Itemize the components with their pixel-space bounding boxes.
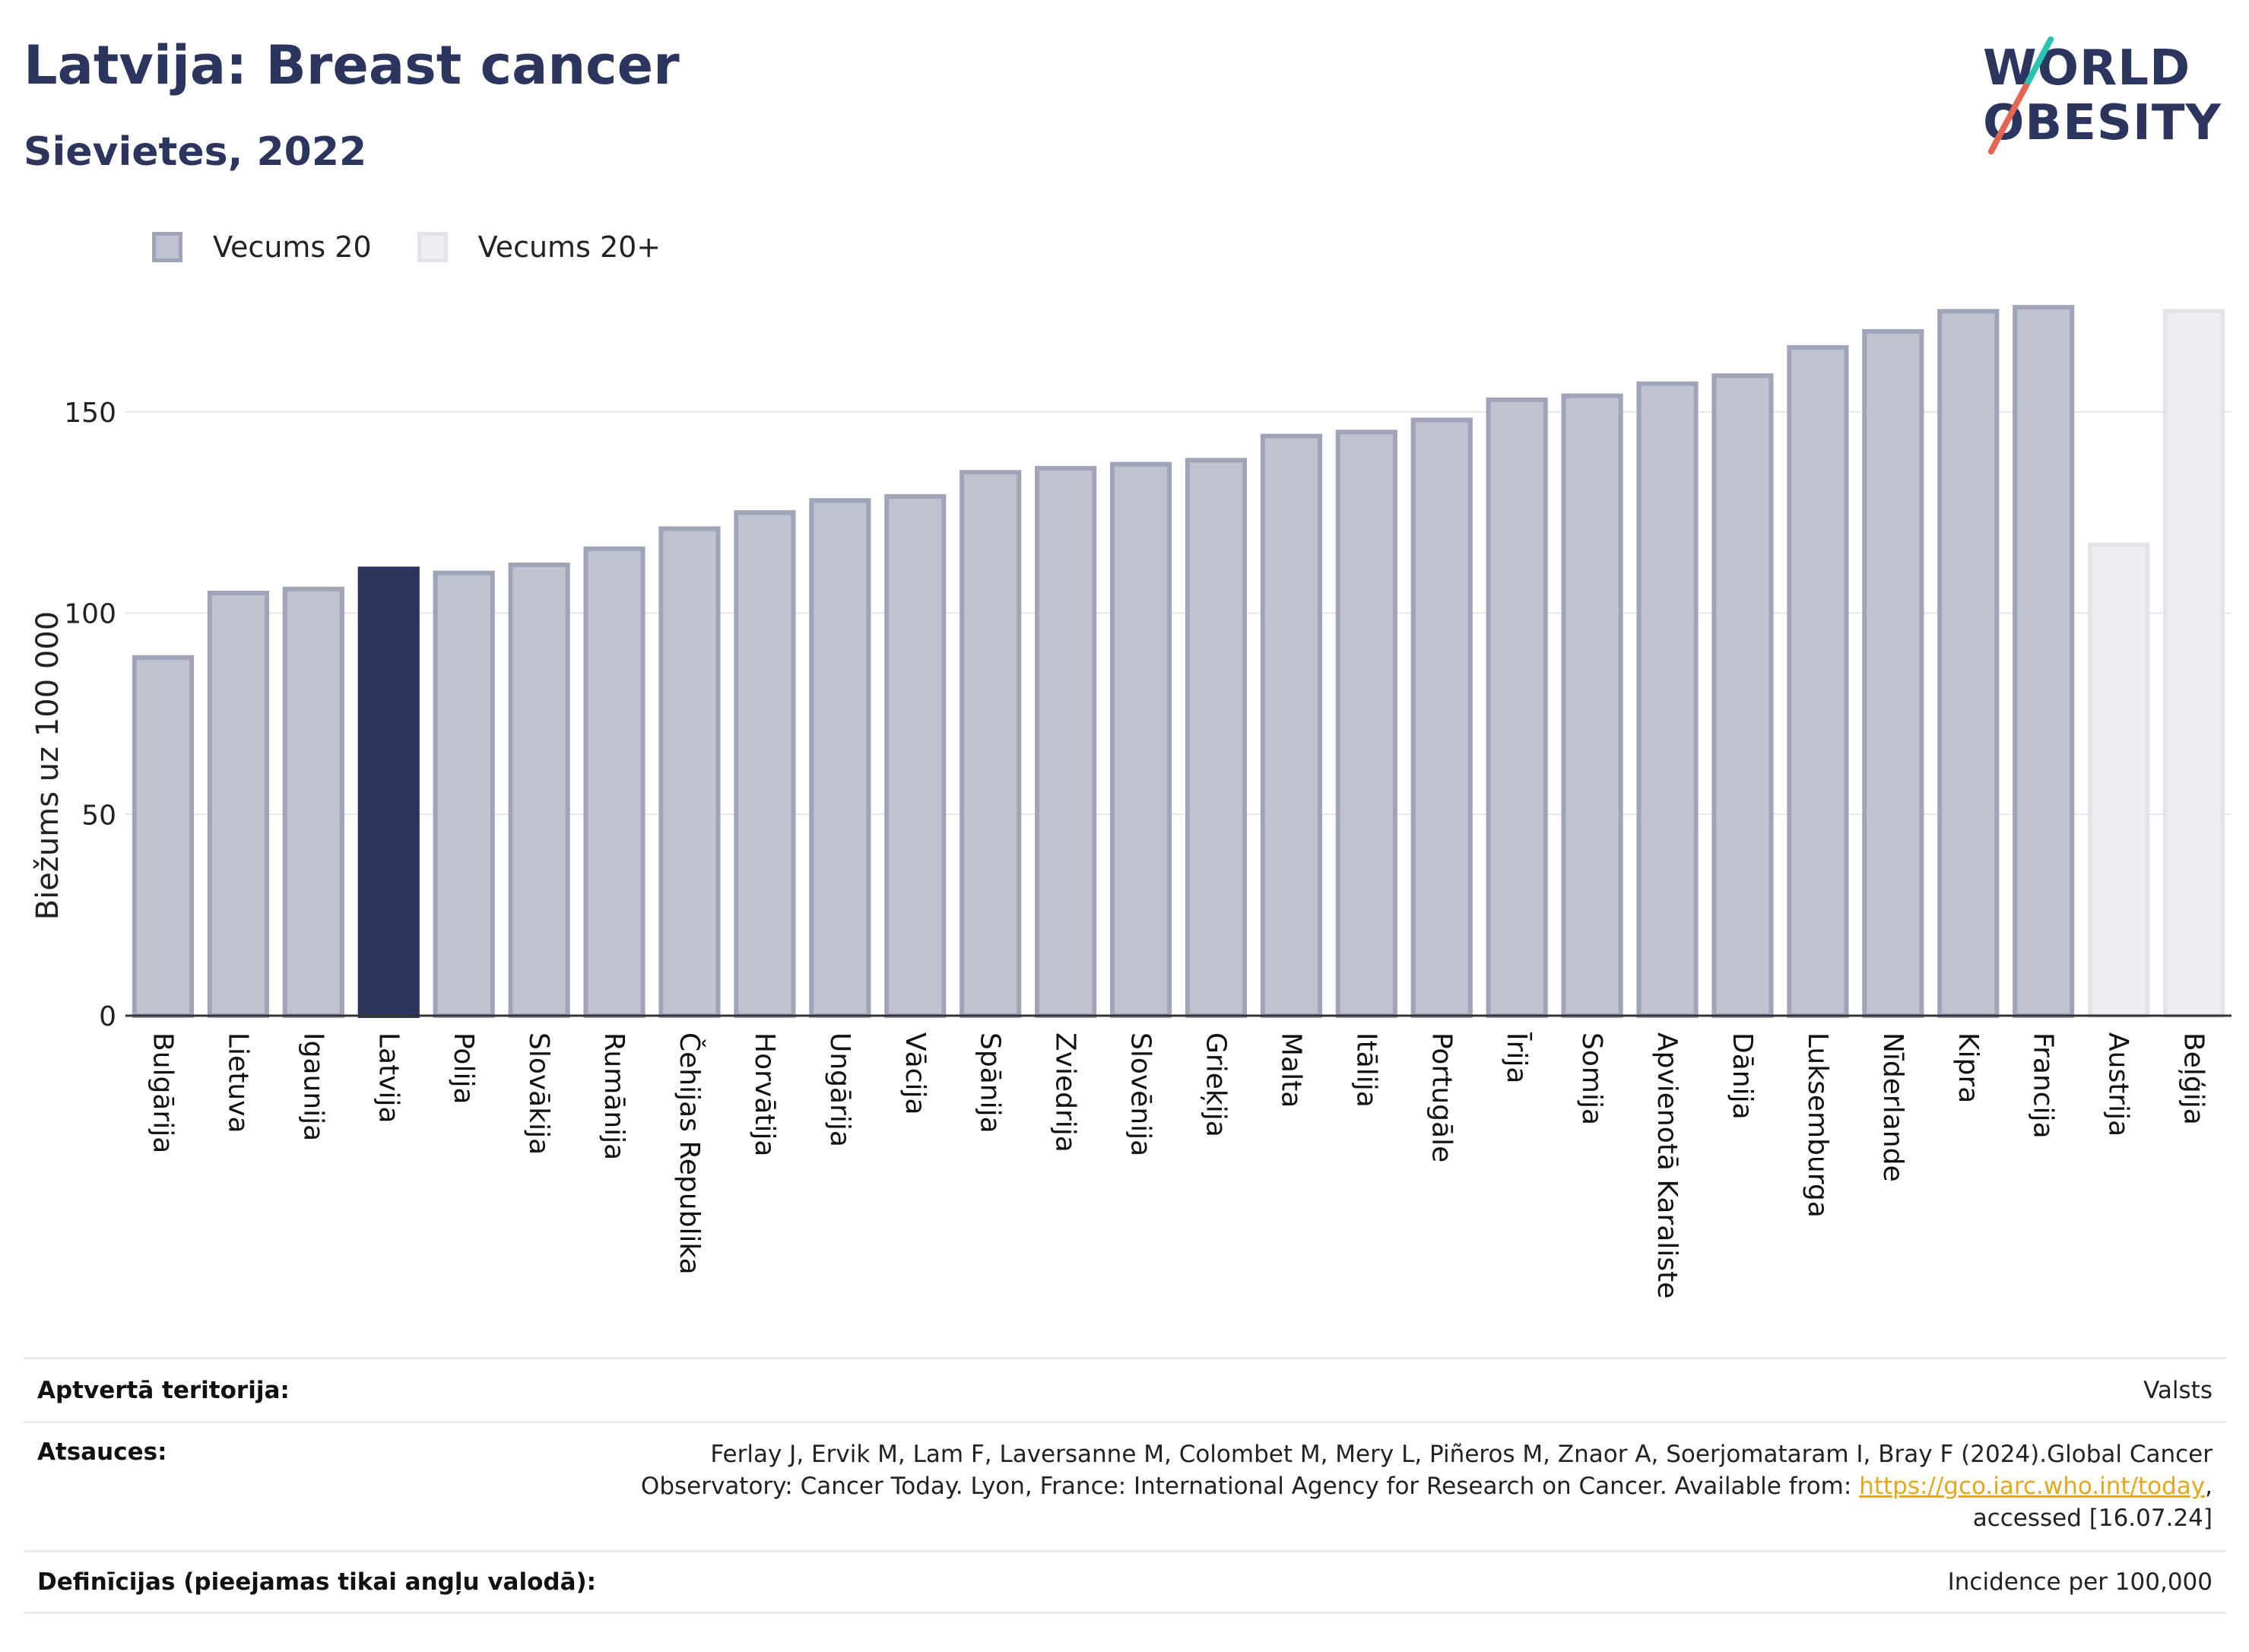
references-line-3: accessed [16.07.24] (1972, 1505, 2213, 1532)
x-tick-label: Apvienotā Karaliste (1651, 1032, 1683, 1298)
definitions-label: Definīcijas (pieejamas tikai angļu valod… (37, 1568, 597, 1596)
bar-portugāle[interactable] (1410, 417, 1473, 1018)
legend-item-age-20-plus[interactable]: Vecums 20+ (417, 230, 661, 264)
bar-īrija[interactable] (1486, 397, 1548, 1018)
bar-lietuva[interactable] (207, 591, 269, 1018)
bar-nīderlande[interactable] (1862, 328, 1924, 1019)
x-tick-label: Rumānija (598, 1032, 630, 1160)
bar-kipra[interactable] (1937, 309, 2000, 1018)
logo-word-obesity: OBESITY (1983, 95, 2222, 151)
legend-swatch-age-20-plus (417, 232, 448, 262)
bar-ungārija[interactable] (809, 498, 871, 1018)
y-tick-label: 100 (64, 599, 116, 630)
x-tick-label: Horvātija (749, 1032, 780, 1156)
y-tick-label: 50 (81, 800, 116, 831)
references-link[interactable]: https://gco.iarc.who.int/today (1859, 1473, 2206, 1500)
y-axis-label: Biežums uz 100 000 (30, 611, 65, 921)
bar-itālija[interactable] (1335, 430, 1397, 1018)
x-tick-label: Grieķija (1200, 1032, 1231, 1137)
x-tick-label: Francija (2028, 1032, 2059, 1139)
legend-item-age-20[interactable]: Vecums 20 (152, 230, 372, 264)
x-tick-label: Īrija (1501, 1032, 1532, 1083)
x-tick-label: Dānija (1727, 1032, 1758, 1120)
references-label: Atsauces: (37, 1438, 167, 1466)
x-tick-label: Bulgārija (147, 1032, 178, 1153)
bar-čehijas-republika[interactable] (658, 526, 721, 1018)
x-tick-label: Ungārija (824, 1032, 855, 1147)
x-tick-label: Somija (1576, 1032, 1607, 1125)
bar-beļģija[interactable] (2162, 309, 2225, 1018)
references-value: Ferlay J, Ervik M, Lam F, Laversanne M, … (641, 1438, 2226, 1534)
x-tick-label: Zviedrija (1050, 1032, 1081, 1153)
footer-row-territory: Aptvertā teritorija: Valsts (24, 1357, 2226, 1421)
bar-igaunija[interactable] (282, 586, 344, 1018)
chart-footer: Aptvertā teritorija: Valsts Atsauces: Fe… (24, 1357, 2226, 1614)
x-tick-label: Itālija (1350, 1032, 1381, 1108)
bar-somija[interactable] (1561, 393, 1623, 1018)
bars (132, 305, 2225, 1019)
x-tick-label: Latvija (373, 1032, 404, 1124)
chart-legend: Vecums 20 Vecums 20+ (152, 227, 661, 268)
chart-subtitle: Sievietes, 2022 (24, 129, 367, 175)
x-tick-label: Čehijas Republika (674, 1032, 706, 1275)
references-line-2: Observatory: Cancer Today. Lyon, France:… (641, 1470, 2213, 1502)
bar-apvienotā-karaliste[interactable] (1636, 381, 1699, 1018)
bar-rumānija[interactable] (583, 546, 646, 1018)
references-line-1: Ferlay J, Ervik M, Lam F, Laversanne M, … (710, 1441, 2213, 1468)
x-tick-label: Malta (1275, 1032, 1306, 1108)
x-tick-label: Slovēnija (1125, 1032, 1156, 1156)
y-tick-label: 150 (64, 398, 116, 429)
x-tick-label: Polija (448, 1032, 479, 1105)
bar-chart: 0 50 100 150 Bulgārija Lietuva Igaunija Latvij… (30, 305, 2232, 1298)
bar-zviedrija[interactable] (1035, 465, 1097, 1018)
x-tick-label: Vācija (899, 1032, 931, 1115)
x-tick-label: Austrija (2103, 1032, 2134, 1137)
territory-value: Valsts (2143, 1376, 2213, 1404)
y-tick-label: 0 (99, 1001, 116, 1032)
territory-label: Aptvertā teritorija: (37, 1376, 290, 1404)
footer-row-definitions: Definīcijas (pieejamas tikai angļu valod… (24, 1550, 2226, 1614)
bar-dānija[interactable] (1711, 373, 1774, 1018)
x-tick-label: Nīderlande (1877, 1032, 1908, 1182)
bar-malta[interactable] (1260, 433, 1322, 1018)
x-tick-label: Luksemburga (1802, 1032, 1833, 1218)
bar-horvātija[interactable] (734, 510, 796, 1018)
x-tick-labels: Bulgārija Lietuva Igaunija Latvija Polija Slo… (147, 1032, 2209, 1298)
legend-swatch-age-20 (152, 232, 182, 262)
logo-word-world: WORLD (1983, 40, 2191, 97)
bar-francija[interactable] (2013, 305, 2075, 1018)
references-line-2-text: Observatory: Cancer Today. Lyon, France:… (640, 1473, 1852, 1500)
bar-spānija[interactable] (960, 470, 1022, 1018)
x-tick-label: Spānija (975, 1032, 1006, 1134)
legend-label-age-20-plus: Vecums 20+ (477, 230, 661, 264)
bar-vācija[interactable] (884, 493, 947, 1018)
y-tick-labels: 0 50 100 150 (64, 398, 116, 1032)
chart-title: Latvija: Breast cancer (24, 34, 680, 97)
bar-bulgārija[interactable] (132, 655, 195, 1018)
legend-label-age-20: Vecums 20 (213, 230, 372, 264)
references-line-2-end: , (2205, 1473, 2213, 1500)
bar-luksemburga[interactable] (1787, 345, 1849, 1018)
bar-slovākija[interactable] (508, 562, 570, 1018)
bar-slovēnija[interactable] (1109, 461, 1172, 1018)
x-tick-label: Portugāle (1426, 1032, 1457, 1162)
definitions-value: Incidence per 100,000 (1947, 1568, 2213, 1596)
x-tick-label: Beļģija (2178, 1032, 2209, 1125)
x-tick-label: Kipra (1952, 1032, 1984, 1103)
x-tick-label: Slovākija (523, 1032, 554, 1155)
bar-grieķija[interactable] (1185, 458, 1248, 1018)
bar-polija[interactable] (433, 570, 495, 1018)
world-obesity-logo: WORLD OBESITY (1983, 23, 2234, 160)
bar-austrija[interactable] (2088, 542, 2150, 1018)
x-tick-label: Igaunija (297, 1032, 328, 1141)
x-tick-label: Lietuva (222, 1032, 253, 1134)
footer-row-references: Atsauces: Ferlay J, Ervik M, Lam F, Lave… (24, 1421, 2226, 1550)
bar-latvija[interactable] (357, 566, 420, 1018)
